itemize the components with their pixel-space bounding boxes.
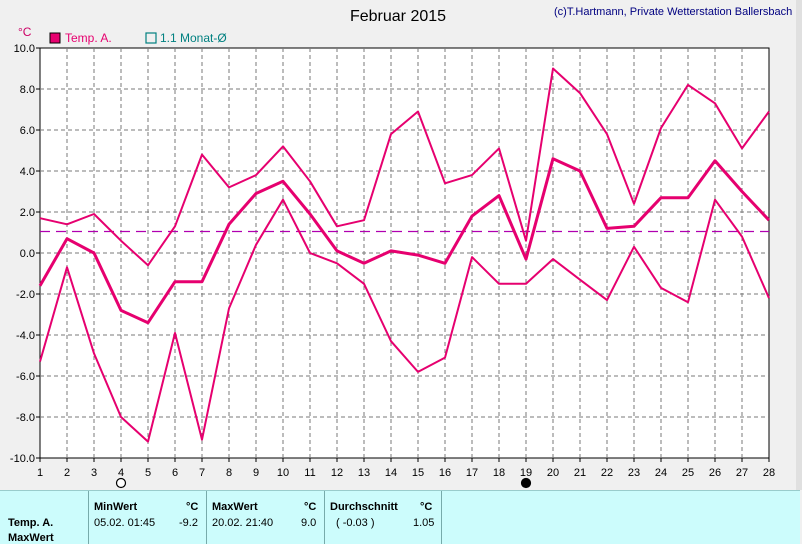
x-tick-label: 5 <box>145 467 151 479</box>
legend-swatch-month-avg <box>146 33 156 43</box>
x-tick-label: 23 <box>628 467 640 479</box>
stats-row-label-2: MaxWert <box>8 532 54 544</box>
copyright-text: (c)T.Hartmann, Private Wetterstation Bal… <box>554 6 792 18</box>
chart: Februar 2015 (c)T.Hartmann, Private Wett… <box>0 0 802 490</box>
x-tick-label: 18 <box>493 467 505 479</box>
min-marker-icon <box>117 479 126 488</box>
stats-divider-2 <box>206 491 207 544</box>
max-marker-icon <box>522 479 531 488</box>
stats-avg-extra: ( -0.03 ) <box>336 517 375 529</box>
chart-title: Februar 2015 <box>350 8 446 25</box>
y-tick-label: 6.0 <box>20 125 35 137</box>
stats-avg-value: 1.05 <box>413 517 434 529</box>
legend-label-month-avg: 1.1 Monat-Ø <box>160 31 227 45</box>
legend-swatch-temp <box>50 33 60 43</box>
y-tick-label: 4.0 <box>20 166 35 178</box>
x-tick-label: 1 <box>37 467 43 479</box>
stats-min-date: 05.02. 01:45 <box>94 517 155 529</box>
y-tick-label: 10.0 <box>14 43 35 55</box>
x-tick-label: 17 <box>466 467 478 479</box>
x-tick-label: 11 <box>304 467 315 479</box>
y-unit-label: °C <box>18 25 32 39</box>
stats-row-label-1: Temp. A. <box>8 517 53 529</box>
x-tick-label: 16 <box>439 467 451 479</box>
x-tick-label: 14 <box>385 467 397 479</box>
x-tick-label: 15 <box>412 467 424 479</box>
x-tick-label: 20 <box>547 467 559 479</box>
stats-max-unit: °C <box>304 501 316 513</box>
y-tick-label: 2.0 <box>20 207 35 219</box>
x-tick-label: 3 <box>91 467 97 479</box>
stats-divider-1 <box>88 491 89 544</box>
x-tick-label: 24 <box>655 467 667 479</box>
stats-max-value: 9.0 <box>301 517 316 529</box>
stats-avg-header: Durchschnitt <box>330 501 398 513</box>
stats-min-header: MinWert <box>94 501 137 513</box>
x-tick-label: 9 <box>253 467 259 479</box>
stats-min-value: -9.2 <box>179 517 198 529</box>
extreme-markers <box>117 479 531 488</box>
y-tick-label: 0.0 <box>20 248 35 260</box>
stats-max-date: 20.02. 21:40 <box>212 517 273 529</box>
x-tick-label: 8 <box>226 467 232 479</box>
stats-min-unit: °C <box>186 501 198 513</box>
x-tick-label: 2 <box>64 467 70 479</box>
y-tick-label: -4.0 <box>16 330 35 342</box>
x-tick-label: 19 <box>520 467 532 479</box>
stats-divider-4 <box>441 491 442 544</box>
x-tick-label: 25 <box>682 467 694 479</box>
x-tick-label: 27 <box>736 467 748 479</box>
x-tick-label: 7 <box>199 467 205 479</box>
legend-item-temp[interactable]: Temp. A. <box>50 31 112 45</box>
y-tick-label: 8.0 <box>20 84 35 96</box>
x-tick-label: 10 <box>277 467 289 479</box>
x-tick-label: 12 <box>331 467 343 479</box>
right-scrollbar-edge <box>796 0 802 490</box>
stats-max-header: MaxWert <box>212 501 258 513</box>
legend-item-month-avg[interactable]: 1.1 Monat-Ø <box>146 31 227 45</box>
y-tick-label: -2.0 <box>16 289 35 301</box>
y-axis: 10.0 8.0 6.0 4.0 2.0 0.0 -2.0 -4.0 -6.0 -8.0 -10.0 <box>10 43 40 465</box>
x-tick-label: 21 <box>574 467 586 479</box>
x-tick-label: 22 <box>601 467 613 479</box>
stats-avg-unit: °C <box>420 501 432 513</box>
stats-panel: Temp. A. MaxWert MinWert °C 05.02. 01:45… <box>0 490 800 544</box>
legend-label-temp: Temp. A. <box>65 31 112 45</box>
x-tick-label: 13 <box>358 467 370 479</box>
y-tick-label: -8.0 <box>16 412 35 424</box>
legend: Temp. A. 1.1 Monat-Ø <box>50 31 227 45</box>
stats-divider-3 <box>324 491 325 544</box>
x-tick-label: 4 <box>118 467 124 479</box>
x-tick-label: 6 <box>172 467 178 479</box>
x-tick-label: 26 <box>709 467 721 479</box>
y-tick-label: -6.0 <box>16 371 35 383</box>
x-tick-label: 28 <box>763 467 775 479</box>
y-tick-label: -10.0 <box>10 453 35 465</box>
